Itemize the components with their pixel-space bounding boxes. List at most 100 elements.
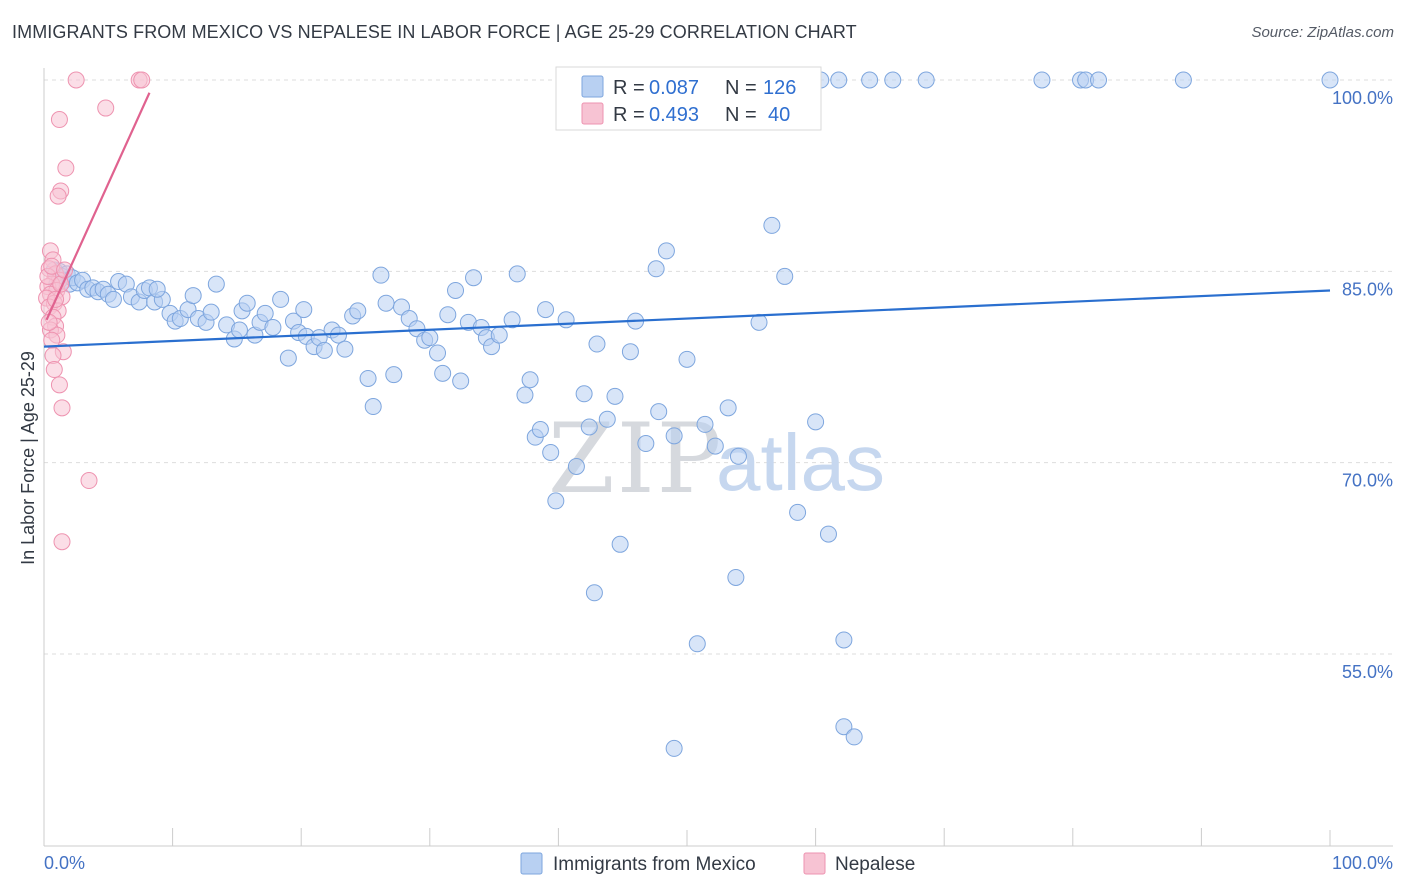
point-mexico-55 bbox=[364, 398, 382, 416]
point-nepalese-4 bbox=[50, 111, 68, 129]
axes bbox=[43, 68, 1393, 847]
point-nepalese-28 bbox=[44, 347, 62, 365]
point-mexico-100 bbox=[696, 415, 714, 433]
point-nepalese-7 bbox=[49, 187, 67, 205]
legend-r-label-1: R = bbox=[613, 77, 645, 99]
legend-n-value-2: 40 bbox=[768, 104, 790, 126]
point-mexico-133 bbox=[230, 321, 248, 339]
point-mexico-48 bbox=[315, 341, 333, 359]
point-mexico-77 bbox=[521, 371, 539, 389]
point-mexico-89 bbox=[606, 387, 624, 405]
point-mexico-42 bbox=[279, 349, 297, 367]
point-mexico-104 bbox=[729, 447, 747, 465]
point-mexico-36 bbox=[238, 294, 256, 312]
point-mexico-109 bbox=[807, 413, 825, 431]
point-mexico-111 bbox=[835, 631, 853, 649]
point-mexico-80 bbox=[542, 443, 560, 461]
legend-n-value-1: 126 bbox=[763, 77, 796, 99]
legend-n-label-2: N = bbox=[725, 104, 757, 126]
point-mexico-93 bbox=[637, 435, 655, 453]
point-mexico-98 bbox=[678, 350, 696, 368]
trend-lines bbox=[43, 92, 1331, 348]
y-tick-labels: 55.0% 70.0% 85.0% 100.0% bbox=[1332, 88, 1393, 682]
trend-line-mexico bbox=[43, 289, 1331, 348]
point-mexico-79 bbox=[531, 421, 549, 439]
point-mexico-53 bbox=[349, 302, 367, 320]
point-mexico-117 bbox=[1033, 71, 1051, 89]
point-mexico-31 bbox=[202, 303, 220, 321]
point-mexico-68 bbox=[452, 372, 470, 390]
y-tick-label-55: 55.0% bbox=[1342, 662, 1393, 682]
bottom-legend-label-nepalese: Nepalese bbox=[835, 854, 915, 875]
point-nepalese-2 bbox=[133, 71, 151, 89]
point-mexico-135 bbox=[148, 280, 166, 298]
point-nepalese-30 bbox=[50, 376, 68, 394]
y-tick-label-70: 70.0% bbox=[1342, 471, 1393, 491]
x-tick-label-min: 0.0% bbox=[44, 853, 85, 873]
point-mexico-56 bbox=[372, 266, 390, 284]
point-mexico-130 bbox=[665, 739, 683, 757]
legend: R = 0.087 N = 126 R = 0.493 N = 40 bbox=[555, 66, 822, 131]
point-mexico-106 bbox=[763, 216, 781, 234]
point-mexico-103 bbox=[727, 568, 745, 586]
legend-swatch-pink bbox=[581, 102, 604, 125]
point-mexico-131 bbox=[585, 584, 603, 602]
point-mexico-132 bbox=[508, 265, 526, 283]
point-mexico-40 bbox=[264, 318, 282, 336]
point-mexico-41 bbox=[272, 290, 290, 308]
point-mexico-67 bbox=[447, 281, 465, 299]
point-mexico-86 bbox=[580, 418, 598, 436]
point-mexico-122 bbox=[1321, 71, 1339, 89]
point-mexico-32 bbox=[207, 275, 225, 293]
trend-line-nepalese bbox=[45, 92, 151, 321]
y-tick-label-85: 85.0% bbox=[1342, 279, 1393, 299]
bottom-legend-label-mexico: Immigrants from Mexico bbox=[553, 854, 756, 875]
point-mexico-107 bbox=[776, 267, 794, 285]
point-mexico-63 bbox=[421, 329, 439, 347]
point-mexico-88 bbox=[598, 410, 616, 428]
point-mexico-75 bbox=[503, 311, 521, 329]
point-mexico-115 bbox=[884, 71, 902, 89]
point-mexico-101 bbox=[706, 437, 724, 455]
point-mexico-28 bbox=[184, 287, 202, 305]
point-mexico-90 bbox=[611, 535, 629, 553]
point-mexico-97 bbox=[665, 427, 683, 445]
point-nepalese-5 bbox=[57, 159, 75, 177]
y-axis-label: In Labor Force | Age 25-29 bbox=[18, 351, 38, 565]
legend-r-value-2: 0.493 bbox=[649, 104, 699, 126]
point-mexico-108 bbox=[789, 503, 807, 521]
source-credit: Source: ZipAtlas.com bbox=[1251, 24, 1394, 41]
point-mexico-74 bbox=[490, 326, 508, 344]
legend-r-value-1: 0.087 bbox=[649, 77, 699, 99]
y-tick-label-100: 100.0% bbox=[1332, 88, 1393, 108]
point-mexico-121 bbox=[1174, 71, 1192, 89]
x-tick-label-max: 100.0% bbox=[1332, 853, 1393, 873]
point-mexico-112 bbox=[835, 718, 853, 736]
point-mexico-81 bbox=[547, 492, 565, 510]
point-mexico-99 bbox=[688, 635, 706, 653]
point-mexico-66 bbox=[434, 364, 452, 382]
point-mexico-95 bbox=[650, 403, 668, 421]
bottom-legend-swatch-pink bbox=[803, 852, 826, 875]
grid-lines bbox=[44, 79, 1393, 655]
point-mexico-85 bbox=[575, 385, 593, 403]
point-mexico-134 bbox=[295, 301, 313, 319]
bottom-legend-swatch-blue bbox=[520, 852, 543, 875]
point-mexico-39 bbox=[256, 304, 274, 322]
point-mexico-83 bbox=[557, 311, 575, 329]
point-mexico-15 bbox=[104, 290, 122, 308]
chart-title: IMMIGRANTS FROM MEXICO VS NEPALESE IN LA… bbox=[12, 22, 857, 42]
point-mexico-129 bbox=[830, 71, 848, 89]
point-mexico-116 bbox=[917, 71, 935, 89]
series-immigrants-from-mexico bbox=[45, 71, 1339, 757]
point-mexico-94 bbox=[647, 260, 665, 278]
point-nepalese-0 bbox=[67, 71, 85, 89]
legend-swatch-blue bbox=[581, 75, 604, 98]
series-nepalese bbox=[38, 71, 151, 551]
point-nepalese-31 bbox=[53, 399, 71, 417]
point-nepalese-33 bbox=[53, 533, 71, 551]
point-mexico-110 bbox=[819, 525, 837, 543]
bottom-legend: Immigrants from Mexico Nepalese bbox=[520, 852, 915, 875]
point-mexico-51 bbox=[336, 340, 354, 358]
